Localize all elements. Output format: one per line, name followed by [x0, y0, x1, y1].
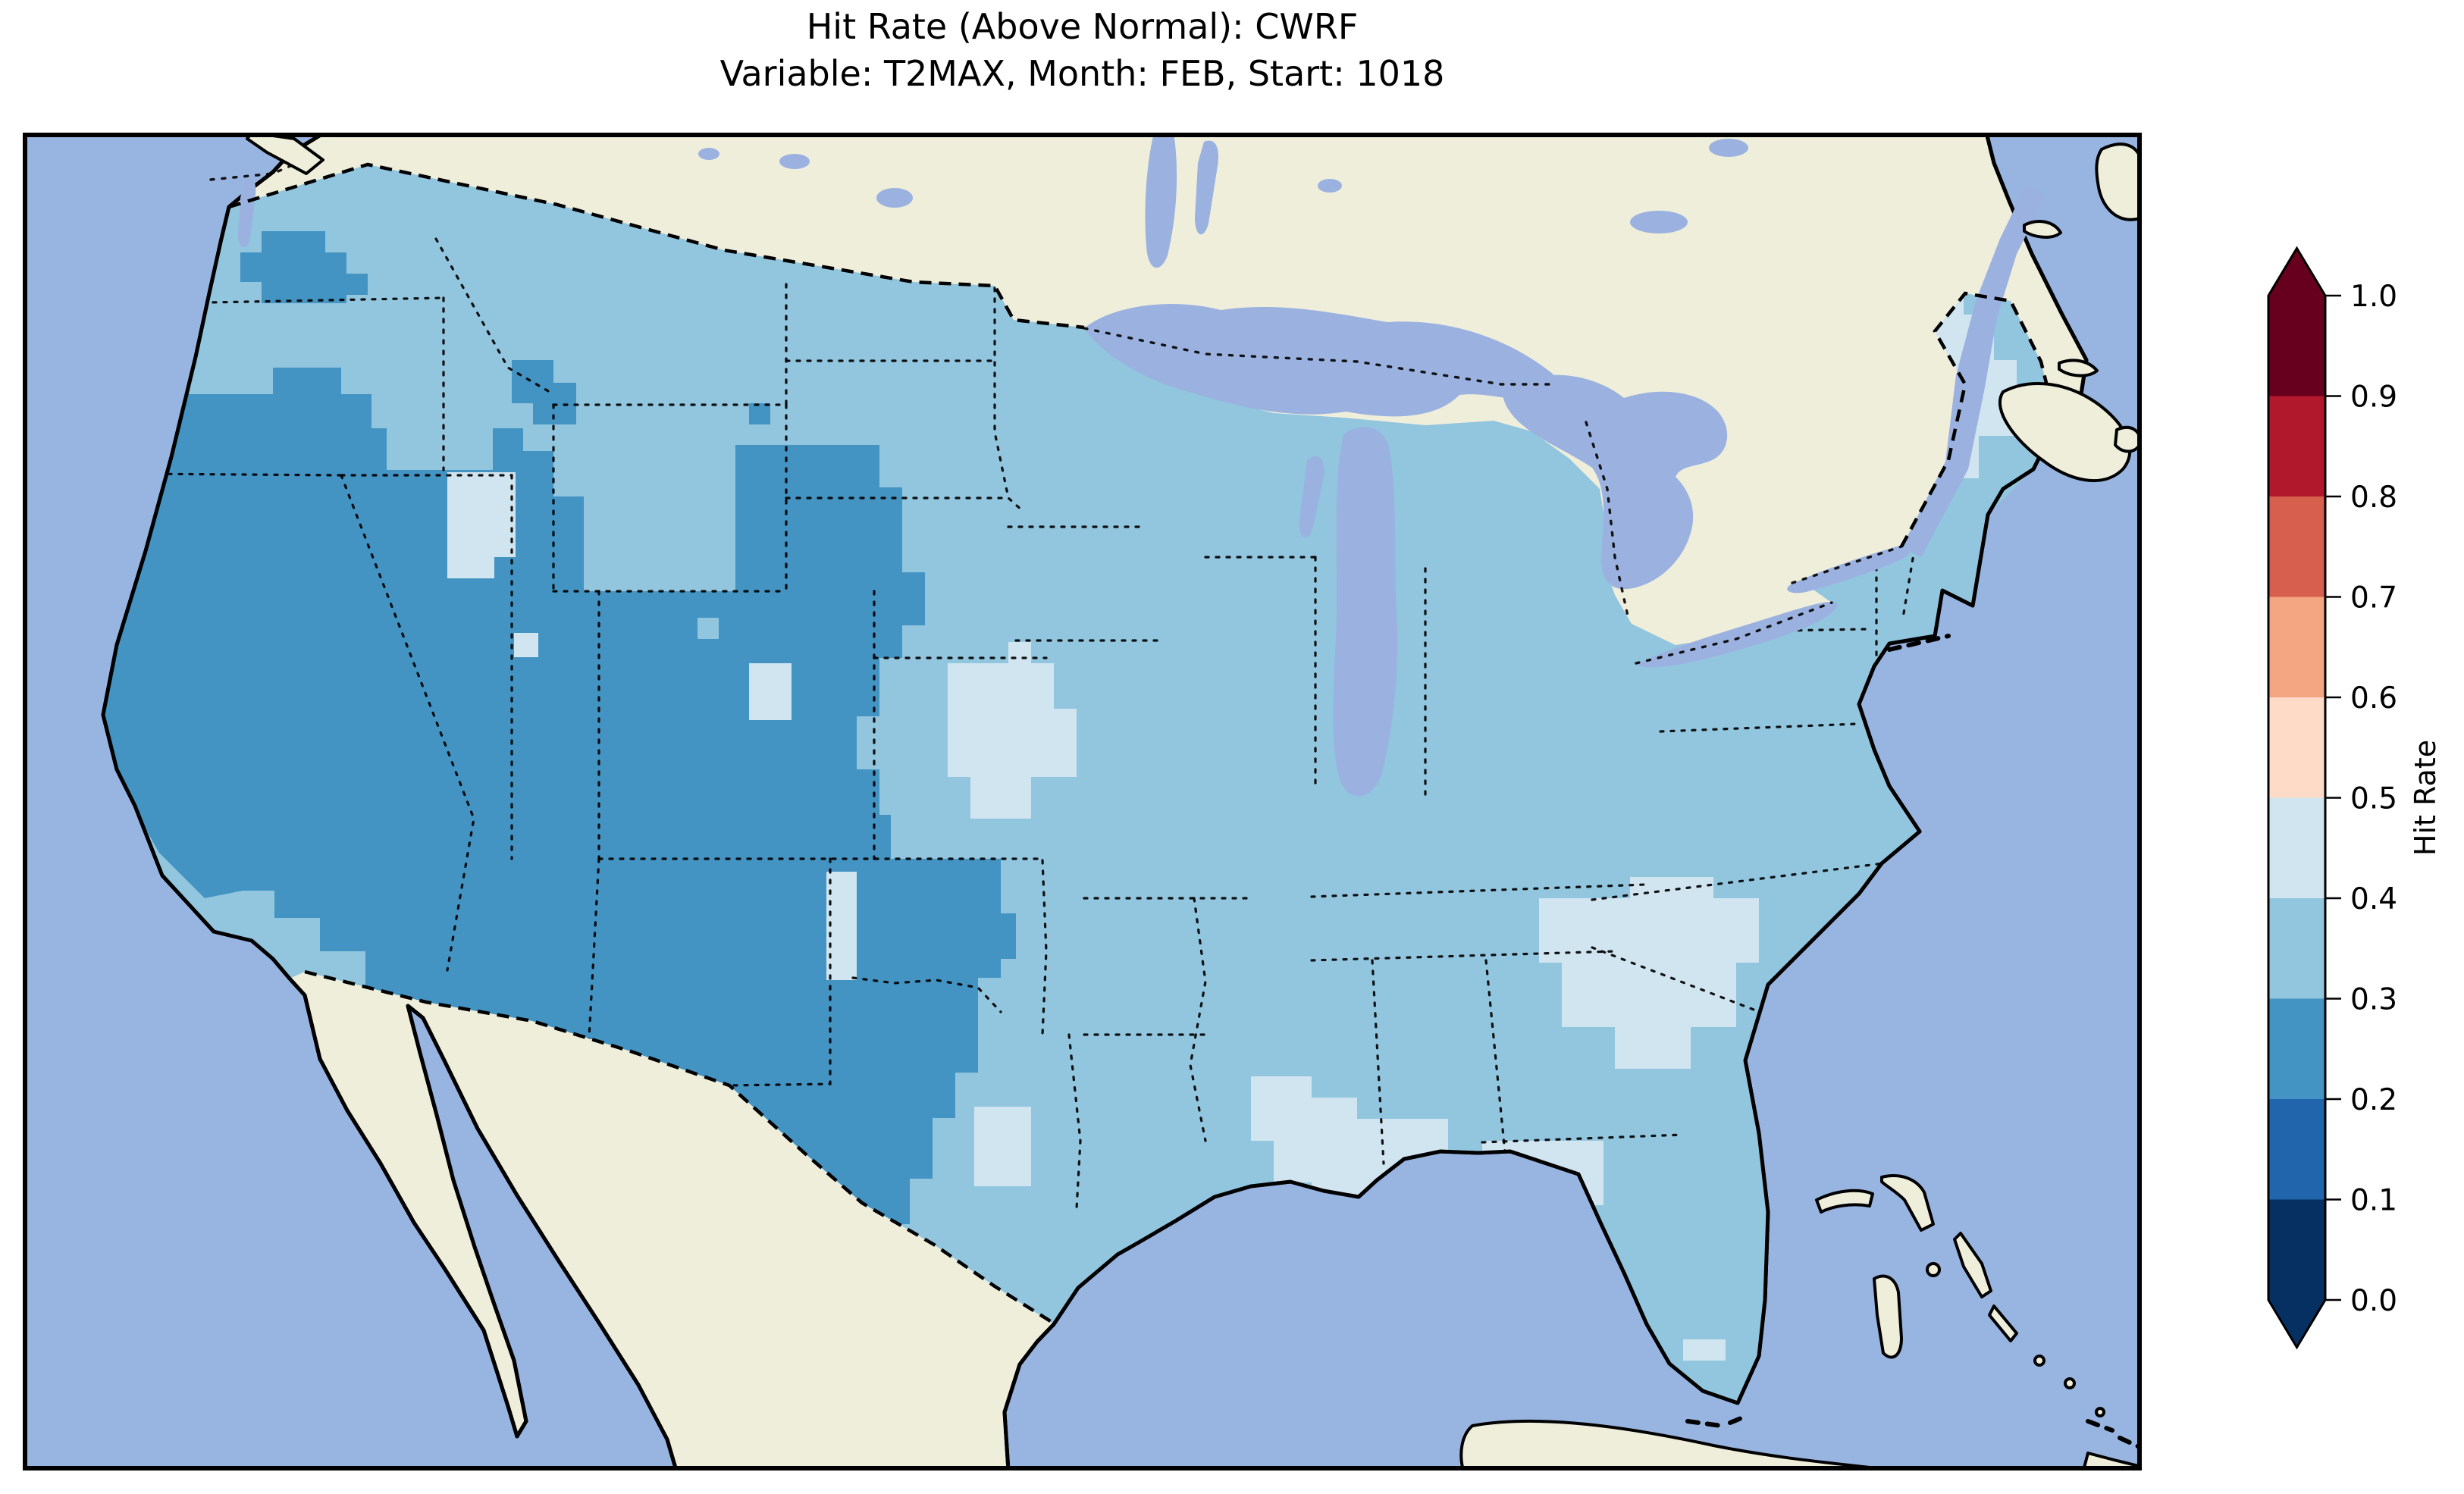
lake-huron: [1503, 374, 1728, 590]
canada-lake-2: [1630, 211, 1688, 233]
puget-sound: [237, 178, 256, 248]
cb-seg-9: [2268, 296, 2325, 396]
new-providence: [1926, 1262, 1941, 1277]
canada-lake-6: [698, 148, 719, 160]
lake-ontario: [1787, 545, 1912, 594]
canada-lake-5: [1709, 139, 1748, 157]
green-bay: [1299, 456, 1324, 538]
cb-tick-1.0: 1.0: [2350, 280, 2397, 314]
cape-breton: [2114, 425, 2142, 453]
region-west-plains-texas: [103, 368, 1016, 1224]
map-axes: [23, 133, 2142, 1471]
st-lawrence-river: [1901, 186, 2045, 557]
eleuthera: [1953, 1232, 1992, 1298]
colorbar-svg: 1.0 0.9 0.8 0.7 0.6 0.5 0.4 0.3 0.2 0.1 …: [2267, 246, 2442, 1350]
lake-michigan: [1333, 427, 1398, 797]
us-canada-border: [228, 162, 1085, 330]
colorbar-segments: [2268, 248, 2325, 1348]
patch-central-utah: [447, 472, 516, 578]
lake-winnipegosis: [1195, 140, 1219, 235]
patch-southeast: [1539, 877, 1759, 1069]
colorbar-extend-under-arrow: [2268, 1300, 2325, 1348]
cb-tick-0.9: 0.9: [2350, 381, 2397, 415]
canada-lake-1: [876, 188, 913, 208]
bahama-islet-2: [2064, 1377, 2076, 1389]
abaco: [1880, 1174, 1935, 1232]
cb-tick-0.0: 0.0: [2350, 1284, 2397, 1318]
colorbar-ticks: [2325, 294, 2341, 1301]
border-through-erie: [1635, 601, 1833, 665]
cb-seg-2: [2268, 998, 2325, 1099]
cell-ne-wyoming: [749, 403, 770, 424]
andros: [1873, 1274, 1903, 1359]
florida-keys: [1685, 1413, 1751, 1428]
cb-tick-0.1: 0.1: [2350, 1184, 2397, 1218]
newfoundland: [2095, 143, 2142, 221]
border-through-ontario: [1791, 545, 1903, 584]
border-through-huron: [1585, 421, 1630, 621]
nova-scotia: [1998, 382, 2132, 483]
exuma: [1988, 1305, 2018, 1342]
anticosti-island: [2023, 220, 2062, 239]
cell-colorado-light: [698, 618, 719, 639]
plot-title-line1: Hit Rate (Above Normal): CWRF: [806, 6, 1359, 47]
cb-tick-0.6: 0.6: [2350, 681, 2397, 716]
bahama-islet-1: [2033, 1355, 2045, 1367]
grand-bahama: [1815, 1189, 1874, 1214]
cb-tick-0.8: 0.8: [2350, 481, 2397, 515]
region-washington-cascades: [240, 231, 368, 303]
cb-tick-0.7: 0.7: [2350, 581, 2397, 615]
patch-san-luis-valley: [749, 663, 792, 720]
cb-seg-1: [2268, 1099, 2325, 1200]
cb-seg-7: [2268, 496, 2325, 597]
long-island: [1887, 634, 1951, 652]
region-sw-montana: [512, 360, 576, 424]
cb-seg-3: [2268, 898, 2325, 999]
canada-lake-3: [779, 154, 810, 169]
patch-florida-tip: [1683, 1339, 1726, 1361]
cb-seg-6: [2268, 597, 2325, 697]
cb-seg-5: [2268, 697, 2325, 798]
state-borders: [135, 237, 1950, 1211]
patch-ok-panhandle: [826, 872, 857, 980]
cb-tick-0.4: 0.4: [2350, 882, 2397, 916]
bahama-islet-3: [2095, 1407, 2105, 1417]
colorbar-extend-over-arrow: [2268, 248, 2325, 296]
cb-tick-0.2: 0.2: [2350, 1083, 2397, 1117]
border-juan-de-fuca: [209, 161, 299, 181]
map-frame: [23, 133, 2142, 1471]
plot-title-line2: Variable: T2MAX, Month: FEB, Start: 1018: [719, 53, 1445, 94]
us-hit-rate-map: [23, 133, 2142, 1471]
border-through-superior: [1083, 327, 1556, 386]
colorbar: 1.0 0.9 0.8 0.7 0.6 0.5 0.4 0.3 0.2 0.1 …: [2237, 212, 2464, 1425]
patch-kansas-city: [948, 642, 1077, 819]
canada-lake-4: [1318, 179, 1342, 193]
cb-seg-0: [2268, 1199, 2325, 1300]
us-mexico-border: [304, 969, 1057, 1326]
colorbar-axis-label: Hit Rate: [2409, 740, 2442, 856]
cuba: [1459, 1419, 1895, 1471]
lake-winnipeg: [1145, 133, 1177, 268]
coastline: [101, 133, 2089, 1471]
plot-title: Hit Rate (Above Normal): CWRF Variable: …: [23, 3, 2142, 97]
cb-seg-8: [2268, 396, 2325, 496]
antilles-islets: [2086, 1419, 2142, 1449]
patch-houston: [974, 1107, 1031, 1186]
cb-seg-4: [2268, 797, 2325, 898]
prince-edward-island: [2058, 359, 2099, 377]
cb-tick-0.5: 0.5: [2350, 782, 2397, 816]
patch-utah-spot: [514, 633, 538, 657]
colorbar-tick-labels: 1.0 0.9 0.8 0.7 0.6 0.5 0.4 0.3 0.2 0.1 …: [2350, 280, 2397, 1318]
lake-erie: [1636, 602, 1838, 668]
islands: [246, 133, 2142, 1471]
cb-tick-0.3: 0.3: [2350, 983, 2397, 1017]
vancouver-island: [246, 133, 324, 175]
